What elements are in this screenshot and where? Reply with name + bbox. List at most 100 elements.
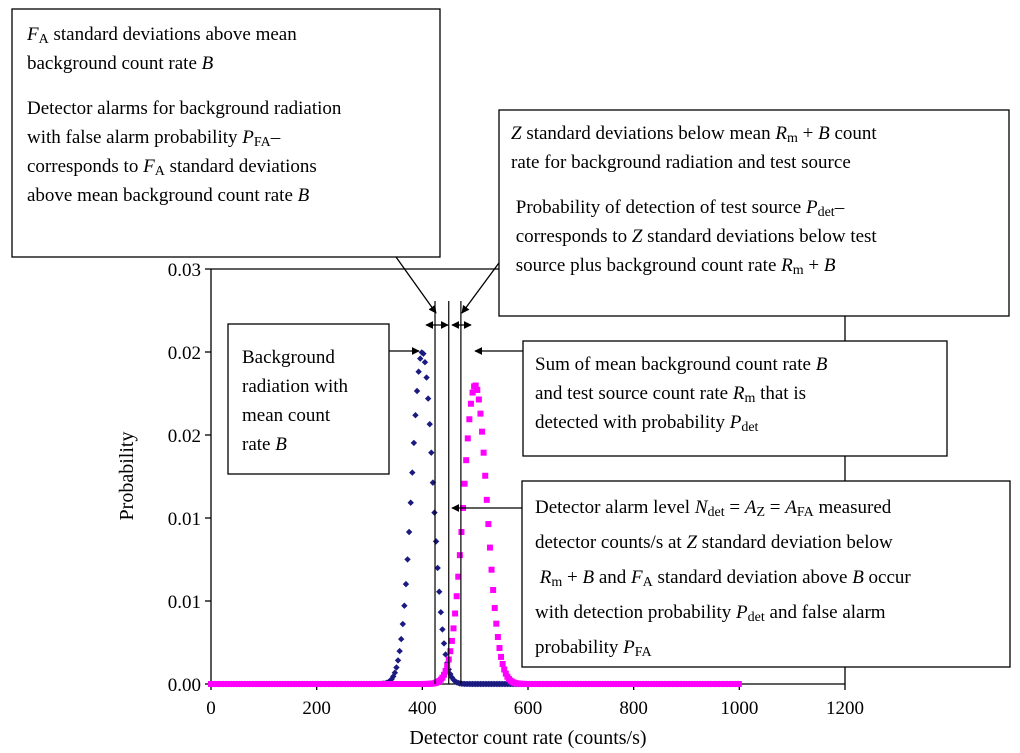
data-point (415, 368, 422, 375)
x-axis-title: Detector count rate (counts/s) (409, 727, 646, 749)
x-tick-label: 200 (302, 698, 331, 719)
data-point (440, 671, 447, 678)
data-point (401, 602, 408, 609)
data-point (463, 457, 470, 464)
data-point (502, 670, 509, 677)
data-point (474, 386, 481, 393)
data-point (735, 681, 742, 687)
data-point (436, 588, 443, 595)
data-point (432, 538, 440, 545)
data-point (437, 608, 445, 616)
data-point (496, 644, 503, 651)
y-tick-label: 0.02 (168, 343, 201, 364)
data-point (434, 564, 441, 572)
data-point (402, 580, 410, 588)
y-tick-label: 0.02 (168, 426, 201, 447)
x-tick-label: 1200 (826, 698, 864, 719)
y-tick-label: 0.01 (168, 592, 201, 613)
data-point (417, 355, 424, 362)
data-point (482, 472, 489, 479)
axis-ticks: 0 200 400 600 800 1000 1200 0.00 0.01 0.01 0.02 0.0… (168, 260, 864, 719)
data-point (448, 637, 455, 644)
data-point (493, 620, 500, 627)
data-point (472, 382, 479, 389)
fa-annotation-text: FA standard deviations above mean backgro… (26, 24, 342, 206)
data-point (412, 412, 419, 419)
data-point (388, 675, 395, 683)
data-point (420, 350, 427, 357)
data-point (407, 499, 414, 506)
y-axis-title: Probability (116, 432, 138, 521)
data-point (393, 664, 400, 671)
x-tick-label: 800 (619, 698, 648, 719)
z-annotation-text: Z standard deviations below mean Rm + B … (511, 123, 877, 278)
data-point (391, 669, 399, 676)
data-point (386, 677, 394, 685)
data-point (428, 449, 435, 456)
alarm-level-lines (434, 301, 462, 684)
data-point (490, 586, 497, 593)
data-point (488, 566, 495, 573)
data-point (442, 668, 449, 675)
y-tick-label: 0.03 (168, 260, 201, 281)
data-point (486, 544, 493, 551)
data-point (456, 552, 463, 559)
data-point (466, 416, 473, 423)
data-point (477, 410, 484, 417)
data-point (452, 610, 459, 617)
data-point (413, 387, 421, 395)
data-point (394, 657, 402, 664)
data-point (469, 389, 476, 396)
x-tick-label: 1000 (720, 698, 758, 719)
y-tick-label: 0.01 (168, 509, 201, 530)
data-point (447, 648, 454, 655)
fa-box-arrow (395, 256, 437, 314)
data-point (464, 435, 471, 442)
data-point (499, 661, 506, 668)
data-point (447, 670, 454, 678)
x-tick-label: 600 (514, 698, 543, 719)
data-point (396, 647, 403, 655)
data-point (491, 605, 498, 612)
data-point (423, 374, 430, 381)
alarm-annotation-box (521, 480, 1011, 668)
data-point (442, 651, 449, 658)
data-point (404, 556, 411, 563)
data-point (498, 653, 505, 660)
data-point (485, 521, 492, 528)
data-point (455, 573, 462, 580)
annotation-boxes: FA standard deviations above mean backgro… (11, 8, 1011, 668)
data-point (480, 449, 487, 456)
data-point (467, 400, 474, 407)
background-annotation-box (227, 323, 390, 475)
data-point (410, 439, 418, 447)
data-point (453, 593, 460, 600)
x-tick-label: 0 (206, 698, 216, 719)
data-point (494, 633, 501, 640)
x-tick-label: 400 (408, 698, 437, 719)
data-point (405, 528, 413, 536)
sum-annotation-box (522, 340, 948, 457)
data-point (461, 480, 468, 487)
series-2 (208, 382, 742, 687)
data-point (439, 626, 446, 633)
background-annotation-text: Background radiation with mean count rate B (242, 347, 349, 455)
data-point (398, 635, 405, 643)
data-point (479, 428, 486, 435)
data-point (421, 359, 429, 366)
data-point (501, 666, 508, 673)
data-point (450, 625, 457, 632)
z-annotation-box (498, 109, 1010, 317)
data-point (475, 396, 482, 403)
fa-annotation-box (11, 8, 441, 258)
data-point (424, 395, 432, 402)
data-point (440, 640, 448, 647)
data-point (399, 620, 406, 628)
data-point (426, 420, 433, 428)
data-point (409, 469, 416, 476)
data-point (483, 496, 490, 503)
alarm-annotation-text: Detector alarm level Ndet = AZ = AFA mea… (535, 497, 911, 660)
y-tick-label: 0.00 (168, 675, 201, 696)
